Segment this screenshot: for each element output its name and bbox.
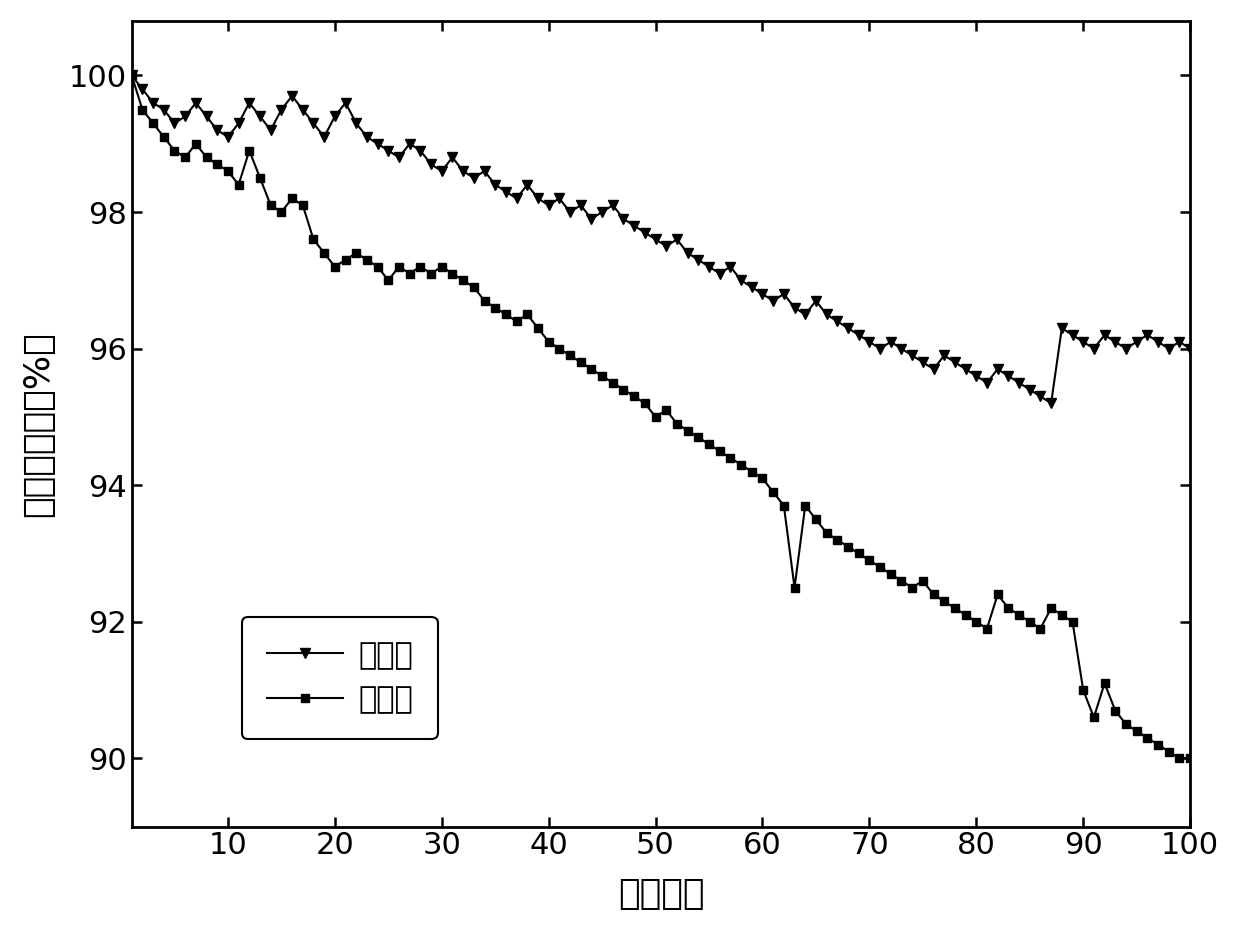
Line: 对比例: 对比例 [128,71,1194,762]
Line: 实施例: 实施例 [126,71,1195,408]
Y-axis label: 容量保持率（%）: 容量保持率（%） [21,331,55,516]
实施例 [1183,343,1198,354]
对比例 [1172,753,1187,764]
对比例 [670,418,684,430]
实施例 [124,70,139,81]
对比例 [1130,725,1145,736]
实施例 [755,288,770,299]
对比例 [327,261,342,272]
实施例 [1044,398,1059,409]
X-axis label: 循环次数: 循环次数 [618,877,704,911]
对比例 [124,70,139,81]
对比例 [755,473,770,484]
实施例 [1107,336,1122,348]
实施例 [371,138,386,149]
对比例 [1183,753,1198,764]
Legend: 实施例, 对比例: 实施例, 对比例 [242,617,438,739]
实施例 [670,234,684,245]
实施例 [327,111,342,122]
对比例 [371,261,386,272]
对比例 [1097,678,1112,689]
实施例 [1140,329,1154,340]
